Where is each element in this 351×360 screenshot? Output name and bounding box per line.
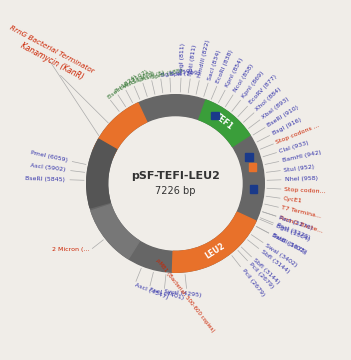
Text: CycE1: CycE1 — [283, 196, 303, 204]
Wedge shape — [199, 100, 250, 147]
Text: pSF-TEFI-LEU2: pSF-TEFI-LEU2 — [131, 171, 220, 181]
Text: PmeI (6059): PmeI (6059) — [29, 150, 68, 163]
Text: Kanamycin (KanR): Kanamycin (KanR) — [19, 41, 85, 82]
Text: BseRI (910): BseRI (910) — [267, 104, 300, 128]
Wedge shape — [172, 212, 256, 272]
Text: T7 Termina...: T7 Termina... — [281, 206, 322, 220]
Text: ClaI (933): ClaI (933) — [279, 140, 310, 154]
Text: RrnG Bacterial Terminator: RrnG Bacterial Terminator — [8, 24, 95, 74]
Text: NheI (958): NheI (958) — [284, 176, 318, 182]
Text: pMB1 (Bacterial, 500-600 copies): pMB1 (Bacterial, 500-600 copies) — [154, 257, 215, 333]
Text: SphI (185): SphI (185) — [151, 68, 183, 80]
Bar — [211, 112, 219, 120]
Text: Stop codons ...: Stop codons ... — [276, 123, 321, 145]
Text: TEF1: TEF1 — [213, 112, 235, 132]
Text: BstBI (1375): BstBI (1375) — [271, 233, 307, 255]
Text: EcoRV (877): EcoRV (877) — [248, 74, 278, 105]
Text: SpII (799): SpII (799) — [170, 71, 200, 77]
Text: HindIII (822): HindIII (822) — [198, 39, 211, 78]
Text: PacI (3276): PacI (3276) — [278, 215, 313, 230]
Bar — [249, 163, 256, 171]
Text: SwaI (3402): SwaI (3402) — [264, 242, 298, 267]
Text: NotI (811): NotI (811) — [188, 44, 198, 76]
Text: BamHI (942): BamHI (942) — [282, 150, 322, 163]
Text: SbfI (3144): SbfI (3144) — [260, 249, 290, 274]
Text: SspI (3): SspI (3) — [132, 72, 156, 85]
Text: PciI (2679): PciI (2679) — [248, 261, 274, 289]
Text: NcoI (858): NcoI (858) — [233, 64, 254, 94]
Bar — [250, 185, 258, 193]
Text: AscI (5902): AscI (5902) — [30, 163, 66, 172]
Text: SwaI (3402): SwaI (3402) — [271, 233, 306, 255]
Bar — [245, 153, 253, 161]
Text: SacI (834): SacI (834) — [207, 49, 221, 81]
Text: StuI (952): StuI (952) — [283, 164, 314, 173]
Text: 2 Micron (...: 2 Micron (... — [52, 247, 89, 252]
Text: EcoRI (838): EcoRI (838) — [216, 49, 234, 84]
Text: SbfI (3144): SbfI (3144) — [252, 257, 280, 285]
Text: BglII (759): BglII (759) — [160, 68, 193, 78]
Wedge shape — [91, 204, 139, 259]
Text: RnmG Bacte...: RnmG Bacte... — [278, 215, 323, 234]
Wedge shape — [93, 103, 147, 158]
Wedge shape — [87, 139, 117, 208]
Text: EagI (811): EagI (811) — [179, 42, 185, 75]
Text: PacI (3276): PacI (3276) — [276, 222, 310, 240]
Text: XhoI (884): XhoI (884) — [255, 87, 282, 112]
Text: 7226 bp: 7226 bp — [155, 186, 196, 196]
Text: BsgI (916): BsgI (916) — [271, 117, 302, 136]
Text: PciI (2679): PciI (2679) — [241, 268, 265, 297]
Text: KpnI (854): KpnI (854) — [224, 57, 244, 89]
Text: LEU2: LEU2 — [203, 242, 226, 261]
Text: KpnI (869): KpnI (869) — [241, 71, 265, 99]
Text: AscI (185): AscI (185) — [123, 70, 153, 89]
Text: AscI (4547): AscI (4547) — [134, 282, 168, 300]
Text: BseI (1824): BseI (1824) — [107, 73, 138, 100]
Text: AscI (5): AscI (5) — [141, 70, 165, 82]
Text: BseRI (5845): BseRI (5845) — [25, 176, 65, 182]
Text: FseI (4401): FseI (4401) — [148, 287, 184, 300]
Text: Stop codon...: Stop codon... — [284, 187, 326, 194]
Text: BglII (1364): BglII (1364) — [275, 224, 310, 243]
Text: SwaI (4295): SwaI (4295) — [164, 289, 201, 298]
Text: XbaI (893): XbaI (893) — [261, 96, 290, 120]
Text: PmeI (7107): PmeI (7107) — [115, 69, 150, 94]
